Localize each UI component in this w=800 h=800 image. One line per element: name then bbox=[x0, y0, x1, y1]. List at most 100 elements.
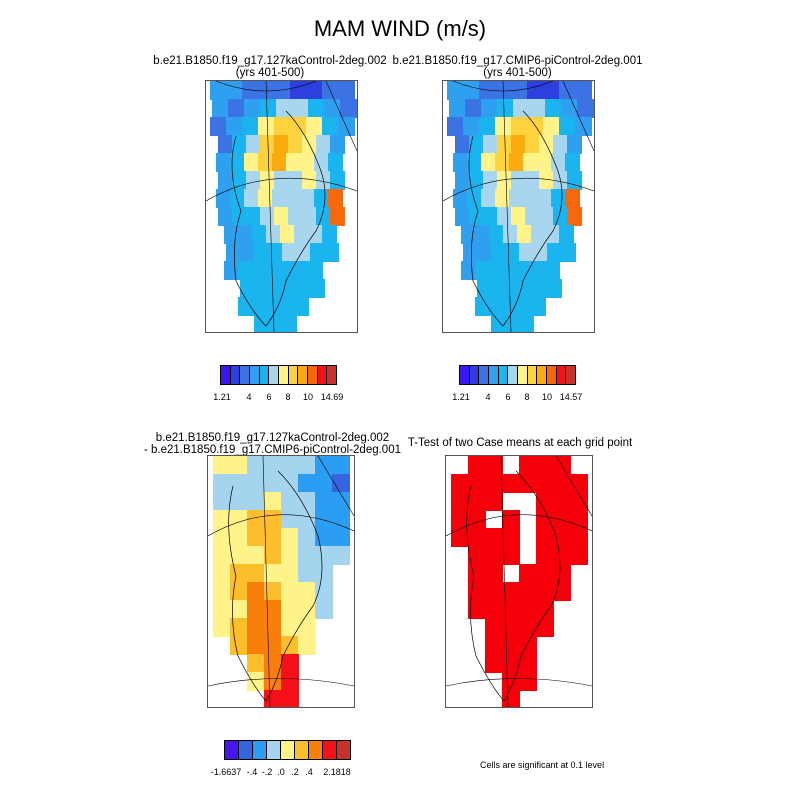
colorbar-difference bbox=[224, 740, 351, 760]
grid-cell bbox=[247, 528, 265, 547]
grid-cell bbox=[300, 189, 315, 208]
grid-cell bbox=[246, 171, 261, 190]
grid-cell bbox=[274, 117, 291, 136]
significance-note: Cells are significant at 0.1 level bbox=[480, 760, 605, 770]
wind-map-127ka bbox=[206, 81, 357, 332]
significant-cell bbox=[485, 582, 503, 601]
grid-cell bbox=[503, 261, 518, 280]
grid-cell bbox=[543, 117, 560, 136]
grid-cell bbox=[497, 99, 514, 118]
grid-cell bbox=[213, 474, 231, 493]
significant-cell bbox=[502, 600, 520, 619]
grid-cell bbox=[296, 243, 311, 262]
grid-cell bbox=[491, 279, 506, 298]
panel-difference-map bbox=[207, 455, 355, 708]
grid-cell bbox=[266, 297, 281, 316]
grid-cell bbox=[218, 135, 233, 154]
significant-cell bbox=[502, 690, 520, 707]
panel-127ka-map bbox=[205, 80, 358, 333]
grid-cell bbox=[330, 135, 345, 154]
grid-cell bbox=[230, 546, 248, 565]
grid-cell bbox=[547, 279, 562, 298]
grid-cell bbox=[483, 135, 498, 154]
grid-cell bbox=[244, 153, 259, 172]
grid-cell bbox=[315, 528, 333, 547]
tick-label: 14.57 bbox=[559, 392, 583, 402]
significant-cell bbox=[451, 510, 469, 529]
grid-cell bbox=[559, 117, 576, 136]
panel-127ka-title-line2: (yrs 401-500) bbox=[235, 67, 305, 79]
grid-cell bbox=[511, 171, 526, 190]
grid-cell bbox=[531, 261, 546, 280]
grid-cell bbox=[281, 546, 299, 565]
significant-cell bbox=[553, 528, 571, 547]
tick-label: 6 bbox=[266, 392, 272, 402]
significant-cell bbox=[468, 492, 486, 511]
grid-cell bbox=[230, 189, 245, 208]
significant-cell bbox=[485, 636, 503, 655]
grid-cell bbox=[292, 99, 309, 118]
grid-cell bbox=[314, 153, 329, 172]
grid-cell bbox=[247, 672, 265, 691]
tick-label: .2 bbox=[291, 767, 299, 777]
grid-cell bbox=[575, 81, 592, 100]
tick-label: -1.6637 bbox=[210, 767, 242, 777]
grid-cell bbox=[523, 189, 538, 208]
significant-cell bbox=[485, 564, 503, 583]
significant-cell bbox=[485, 546, 503, 565]
grid-cell bbox=[567, 135, 582, 154]
grid-cell bbox=[298, 456, 316, 475]
grid-cell bbox=[447, 81, 464, 100]
grid-cell bbox=[298, 618, 316, 637]
grid-cell bbox=[561, 243, 576, 262]
grid-cell bbox=[509, 189, 524, 208]
significant-cell bbox=[519, 564, 537, 583]
grid-cell bbox=[577, 99, 594, 118]
panel-difference-title-line1: b.e21.B1850.f19_g17.127kaControl-2deg.00… bbox=[155, 432, 390, 444]
grid-cell bbox=[491, 315, 506, 332]
grid-cell bbox=[264, 528, 282, 547]
grid-cell bbox=[218, 207, 233, 226]
significant-cell bbox=[485, 600, 503, 619]
grid-cell bbox=[517, 297, 532, 316]
grid-cell bbox=[519, 243, 534, 262]
significant-cell bbox=[519, 456, 537, 475]
grid-cell bbox=[238, 297, 253, 316]
grid-cell bbox=[533, 279, 548, 298]
grid-cell bbox=[254, 279, 269, 298]
grid-cell bbox=[453, 153, 468, 172]
panel-piControl-title: b.e21.B1850.f19_g17.CMIP6-piControl-2deg… bbox=[385, 55, 650, 79]
grid-cell bbox=[232, 135, 247, 154]
grid-cell bbox=[332, 492, 350, 511]
grid-cell bbox=[260, 135, 275, 154]
grid-cell bbox=[258, 117, 275, 136]
grid-cell bbox=[258, 153, 273, 172]
significant-cell bbox=[553, 492, 571, 511]
grid-cell bbox=[328, 153, 343, 172]
grid-cell bbox=[503, 225, 518, 244]
grid-cell bbox=[210, 117, 227, 136]
grid-cell bbox=[296, 279, 311, 298]
grid-cell bbox=[281, 636, 299, 655]
grid-cell bbox=[561, 99, 578, 118]
grid-cell bbox=[328, 189, 343, 208]
grid-cell bbox=[281, 654, 299, 673]
grid-cell bbox=[300, 153, 315, 172]
panel-difference-title: b.e21.B1850.f19_g17.127kaControl-2deg.00… bbox=[140, 432, 405, 456]
panel-127ka-title-line1: b.e21.B1850.f19_g17.127kaControl-2deg.00… bbox=[153, 55, 387, 67]
grid-cell bbox=[503, 297, 518, 316]
grid-cell bbox=[315, 600, 333, 619]
grid-cell bbox=[308, 261, 323, 280]
grid-cell bbox=[449, 99, 466, 118]
grid-cell bbox=[315, 474, 333, 493]
grid-cell bbox=[517, 225, 532, 244]
grid-cell bbox=[272, 153, 287, 172]
tick-label: -.2 bbox=[261, 767, 273, 777]
grid-cell bbox=[567, 207, 582, 226]
grid-cell bbox=[274, 81, 291, 100]
grid-cell bbox=[517, 261, 532, 280]
significant-cell bbox=[502, 474, 520, 493]
grid-cell bbox=[281, 492, 299, 511]
significant-cell bbox=[536, 492, 554, 511]
grid-cell bbox=[281, 672, 299, 691]
